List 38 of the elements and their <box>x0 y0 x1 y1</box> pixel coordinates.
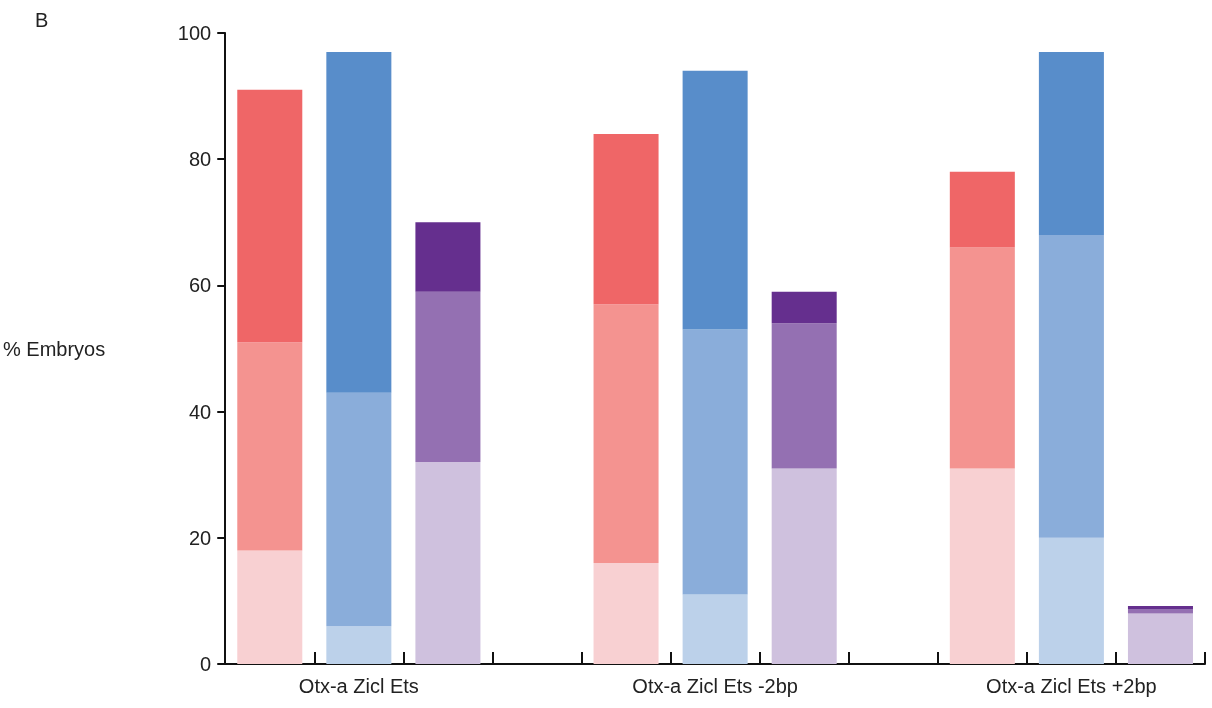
bar <box>326 51 392 393</box>
y-tick-label: 80 <box>189 148 212 171</box>
bar <box>682 594 748 664</box>
bar <box>1127 609 1193 614</box>
y-tick-label: 40 <box>189 400 212 423</box>
y-tick-label: 0 <box>200 653 212 675</box>
bar <box>593 563 659 664</box>
bar <box>593 304 659 564</box>
y-tick-label: 20 <box>189 526 212 549</box>
bar <box>415 222 481 292</box>
bar <box>1038 537 1104 664</box>
bar <box>415 291 481 463</box>
bar <box>1038 234 1104 538</box>
bar <box>1038 51 1104 235</box>
text: B <box>35 9 49 31</box>
bar <box>237 89 303 343</box>
y-tick-label: 60 <box>189 274 212 297</box>
bar <box>326 392 392 627</box>
x-tick-label: Otx-a Zicl Ets <box>298 675 419 697</box>
bar <box>237 550 303 664</box>
bar <box>593 133 659 305</box>
bar <box>682 70 748 330</box>
bar <box>949 247 1015 469</box>
bar <box>949 171 1015 248</box>
x-tick-label: Otx-a Zicl Ets +2bp <box>986 675 1157 697</box>
bar <box>771 468 837 664</box>
bar <box>237 342 303 551</box>
bar <box>1127 605 1193 610</box>
bar <box>415 462 481 664</box>
bar <box>682 329 748 595</box>
bar <box>771 323 837 469</box>
y-tick-label: 100 <box>177 22 212 44</box>
bar <box>1127 613 1193 664</box>
bar <box>326 626 392 664</box>
y-axis-title: % Embryos <box>3 337 106 360</box>
bar <box>771 291 837 324</box>
bar <box>949 468 1015 664</box>
x-tick-label: Otx-a Zicl Ets -2bp <box>632 675 798 697</box>
